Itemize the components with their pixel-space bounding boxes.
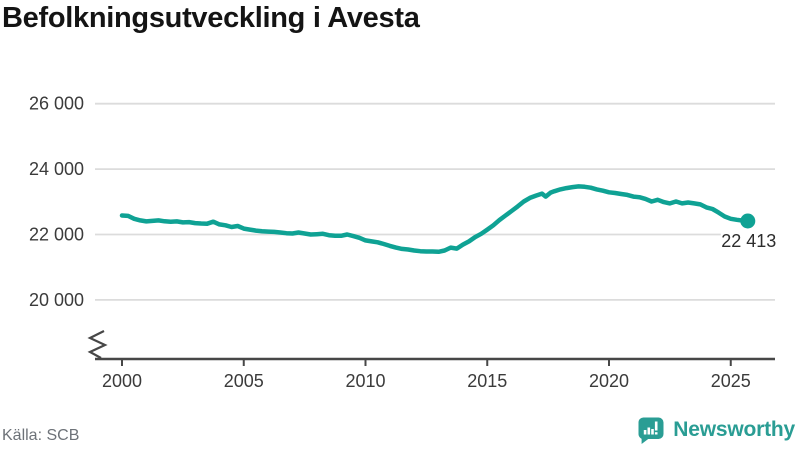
end-label-background [720,233,775,250]
population-line [119,184,751,255]
end-point-dot [740,213,756,229]
end-value-label: 22 413 [721,231,776,251]
y-tick-label: 20 000 [29,290,84,310]
bar-glyph-1 [644,430,647,435]
x-tick-label: 2005 [224,371,264,391]
chart-title: Befolkningsutveckling i Avesta [2,2,420,34]
exclamation-bar-glyph [655,421,658,431]
exclamation-dot-glyph [655,432,658,435]
brand-name: Newsworthy [673,418,795,441]
speech-bubble-shape [638,417,664,444]
newsworthy-logo-icon [638,417,664,444]
x-tick-label: 2020 [589,371,629,391]
y-tick-label: 22 000 [29,225,84,245]
x-tick-label: 2025 [711,371,751,391]
y-tick-label: 24 000 [29,159,84,179]
x-tick-label: 2010 [345,371,385,391]
source-note: Källa: SCB [2,427,80,444]
bar-glyph-2 [647,427,651,435]
x-tick-label: 2000 [102,371,142,391]
newsworthy-brand: Newsworthy [637,416,795,444]
y-tick-label: 26 000 [29,94,84,114]
bar-glyph-3 [651,429,655,435]
x-tick-label: 2015 [467,371,507,391]
axis-break-mark [87,330,108,359]
